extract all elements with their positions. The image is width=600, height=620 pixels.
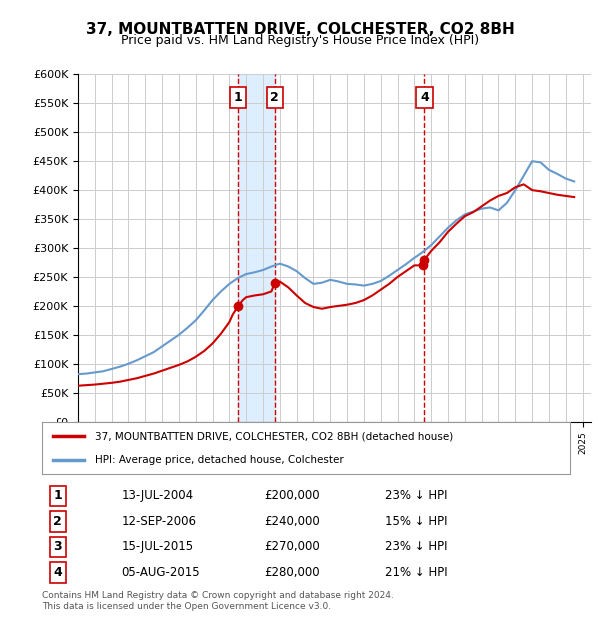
- Text: 37, MOUNTBATTEN DRIVE, COLCHESTER, CO2 8BH: 37, MOUNTBATTEN DRIVE, COLCHESTER, CO2 8…: [86, 22, 514, 37]
- Text: HPI: Average price, detached house, Colchester: HPI: Average price, detached house, Colc…: [95, 454, 344, 464]
- Text: £240,000: £240,000: [264, 515, 320, 528]
- Text: 2: 2: [53, 515, 62, 528]
- Text: £280,000: £280,000: [264, 566, 319, 579]
- Text: 21% ↓ HPI: 21% ↓ HPI: [385, 566, 448, 579]
- Text: 3: 3: [53, 541, 62, 554]
- Text: 1: 1: [53, 489, 62, 502]
- Text: 2: 2: [271, 91, 279, 104]
- Text: £200,000: £200,000: [264, 489, 319, 502]
- Text: 4: 4: [420, 91, 429, 104]
- Text: 1: 1: [234, 91, 242, 104]
- Text: 12-SEP-2006: 12-SEP-2006: [121, 515, 196, 528]
- Text: 4: 4: [53, 566, 62, 579]
- Text: 23% ↓ HPI: 23% ↓ HPI: [385, 541, 448, 554]
- Text: 37, MOUNTBATTEN DRIVE, COLCHESTER, CO2 8BH (detached house): 37, MOUNTBATTEN DRIVE, COLCHESTER, CO2 8…: [95, 432, 453, 441]
- Text: 23% ↓ HPI: 23% ↓ HPI: [385, 489, 448, 502]
- Text: 15% ↓ HPI: 15% ↓ HPI: [385, 515, 448, 528]
- Text: Contains HM Land Registry data © Crown copyright and database right 2024.
This d: Contains HM Land Registry data © Crown c…: [42, 591, 394, 611]
- Text: 05-AUG-2015: 05-AUG-2015: [121, 566, 200, 579]
- Text: 13-JUL-2004: 13-JUL-2004: [121, 489, 193, 502]
- Text: Price paid vs. HM Land Registry's House Price Index (HPI): Price paid vs. HM Land Registry's House …: [121, 34, 479, 47]
- Text: 15-JUL-2015: 15-JUL-2015: [121, 541, 193, 554]
- Text: £270,000: £270,000: [264, 541, 320, 554]
- Bar: [238, 74, 275, 422]
